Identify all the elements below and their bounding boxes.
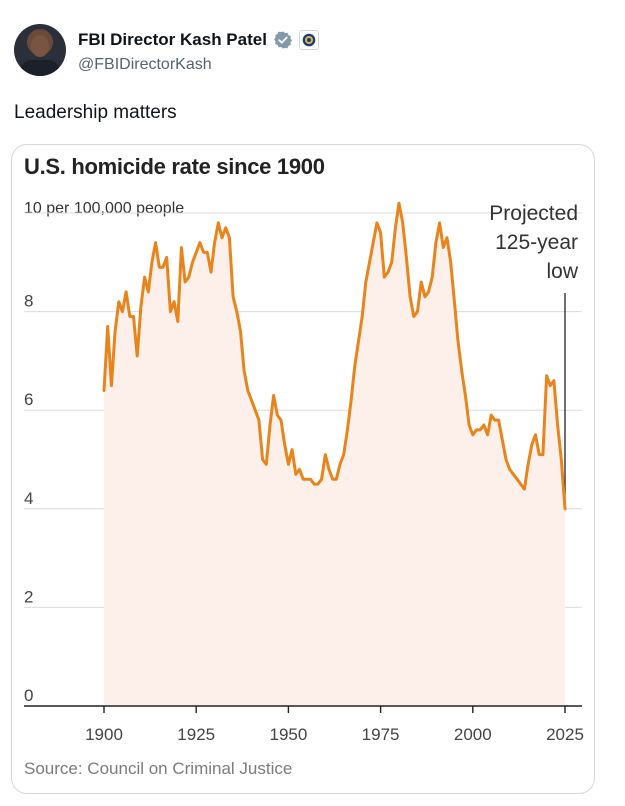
annotation-text-line-1: Projected — [489, 202, 578, 225]
x-tick-label-2000: 2000 — [454, 725, 492, 744]
x-tick-label-1900: 1900 — [85, 725, 123, 744]
series-area — [104, 203, 565, 706]
chart-title: U.S. homicide rate since 1900 — [24, 154, 325, 179]
y-tick-label-0: 0 — [24, 686, 33, 705]
author-handle[interactable]: @FBIDirectorKash — [78, 56, 212, 73]
x-tick-label-1925: 1925 — [177, 725, 215, 744]
author-name-row: FBI Director Kash Patel — [78, 30, 319, 50]
verified-badge-icon[interactable] — [273, 30, 293, 50]
y-tick-label-6: 6 — [24, 390, 33, 409]
homicide-rate-chart: 1900 1925 1950 1975 2000 2025 0 2 4 6 8 Projected 12… — [24, 201, 584, 744]
annotation-text-line-2: 125-year — [495, 231, 578, 254]
annotation-text-line-3: low — [546, 260, 578, 283]
fbi-seal-icon[interactable] — [298, 30, 319, 50]
x-tick-label-1950: 1950 — [269, 725, 307, 744]
chart-image-card[interactable]: U.S. homicide rate since 1900 10 per 100… — [11, 144, 595, 794]
author-name[interactable]: FBI Director Kash Patel — [78, 30, 267, 49]
avatar-face — [31, 35, 49, 57]
y-tick-label-8: 8 — [24, 292, 33, 311]
author-avatar[interactable] — [14, 24, 66, 76]
avatar-suit — [20, 60, 60, 76]
x-tick-label-2025: 2025 — [546, 725, 584, 744]
series-line — [102, 201, 567, 511]
chart-source: Source: Council on Criminal Justice — [24, 759, 293, 778]
tweet-text: Leadership matters — [14, 102, 177, 123]
y-tick-label-4: 4 — [24, 489, 33, 508]
y-tick-label-2: 2 — [24, 587, 33, 606]
fbi-seal-graphic — [302, 33, 316, 47]
x-tick-label-1975: 1975 — [362, 725, 400, 744]
